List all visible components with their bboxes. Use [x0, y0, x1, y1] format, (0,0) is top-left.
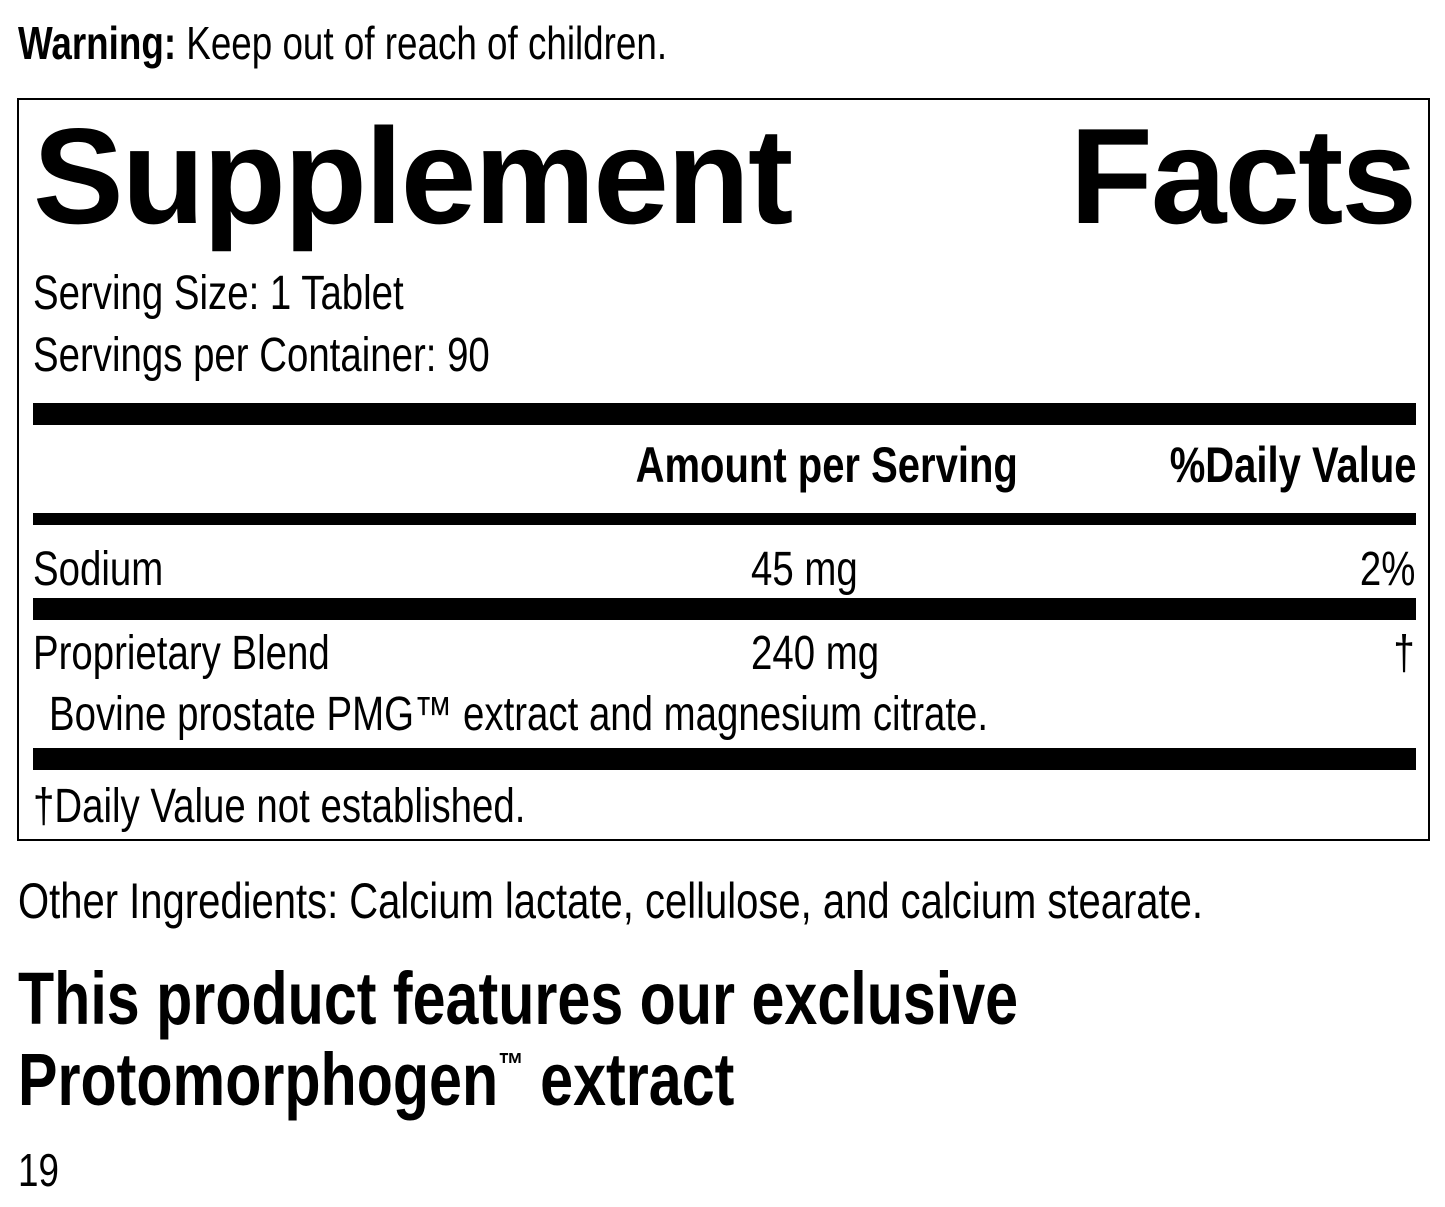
page-number: 19: [18, 1144, 59, 1196]
supplement-facts-panel: [17, 98, 1430, 841]
nutrient-amount: 45 mg: [751, 543, 858, 596]
feature-line-1: This product features our exclusive: [18, 957, 1019, 1040]
facts-title-facts: Facts: [1069, 100, 1417, 252]
blend-detail: Bovine prostate PMG™ extract and magnesi…: [49, 688, 989, 741]
serving-size: Serving Size: 1 Tablet: [33, 267, 404, 320]
header-amount: Amount per Serving: [635, 437, 1018, 493]
trademark: ™: [498, 1046, 524, 1082]
nutrient-dv: †: [1393, 627, 1415, 680]
thick-divider: [33, 748, 1416, 770]
warning-label: Warning:: [18, 17, 177, 69]
warning: Warning: Keep out of reach of children.: [18, 20, 667, 66]
thick-divider: [33, 598, 1416, 620]
servings-per-container: Servings per Container: 90: [33, 329, 490, 382]
nutrient-name: Sodium: [33, 543, 164, 596]
nutrient-amount: 240 mg: [751, 627, 880, 680]
header-daily-value: %Daily Value: [1169, 437, 1416, 493]
other-ingredients: Other Ingredients: Calcium lactate, cell…: [18, 876, 1203, 926]
feature-line-2: Protomorphogen™ extract: [18, 1043, 734, 1117]
divider: [33, 513, 1416, 525]
nutrient-name: Proprietary Blend: [33, 627, 330, 680]
footnote: †Daily Value not established.: [33, 780, 526, 833]
feature-suffix: extract: [523, 1038, 735, 1121]
warning-text: Keep out of reach of children.: [176, 17, 668, 69]
thick-divider: [33, 403, 1416, 425]
feature-brand: Protomorphogen: [18, 1038, 499, 1121]
other-ingredients-text: Other Ingredients: Calcium lactate, cell…: [18, 873, 1204, 929]
nutrient-dv: 2%: [1359, 543, 1416, 596]
facts-title-supplement: Supplement: [33, 100, 793, 252]
